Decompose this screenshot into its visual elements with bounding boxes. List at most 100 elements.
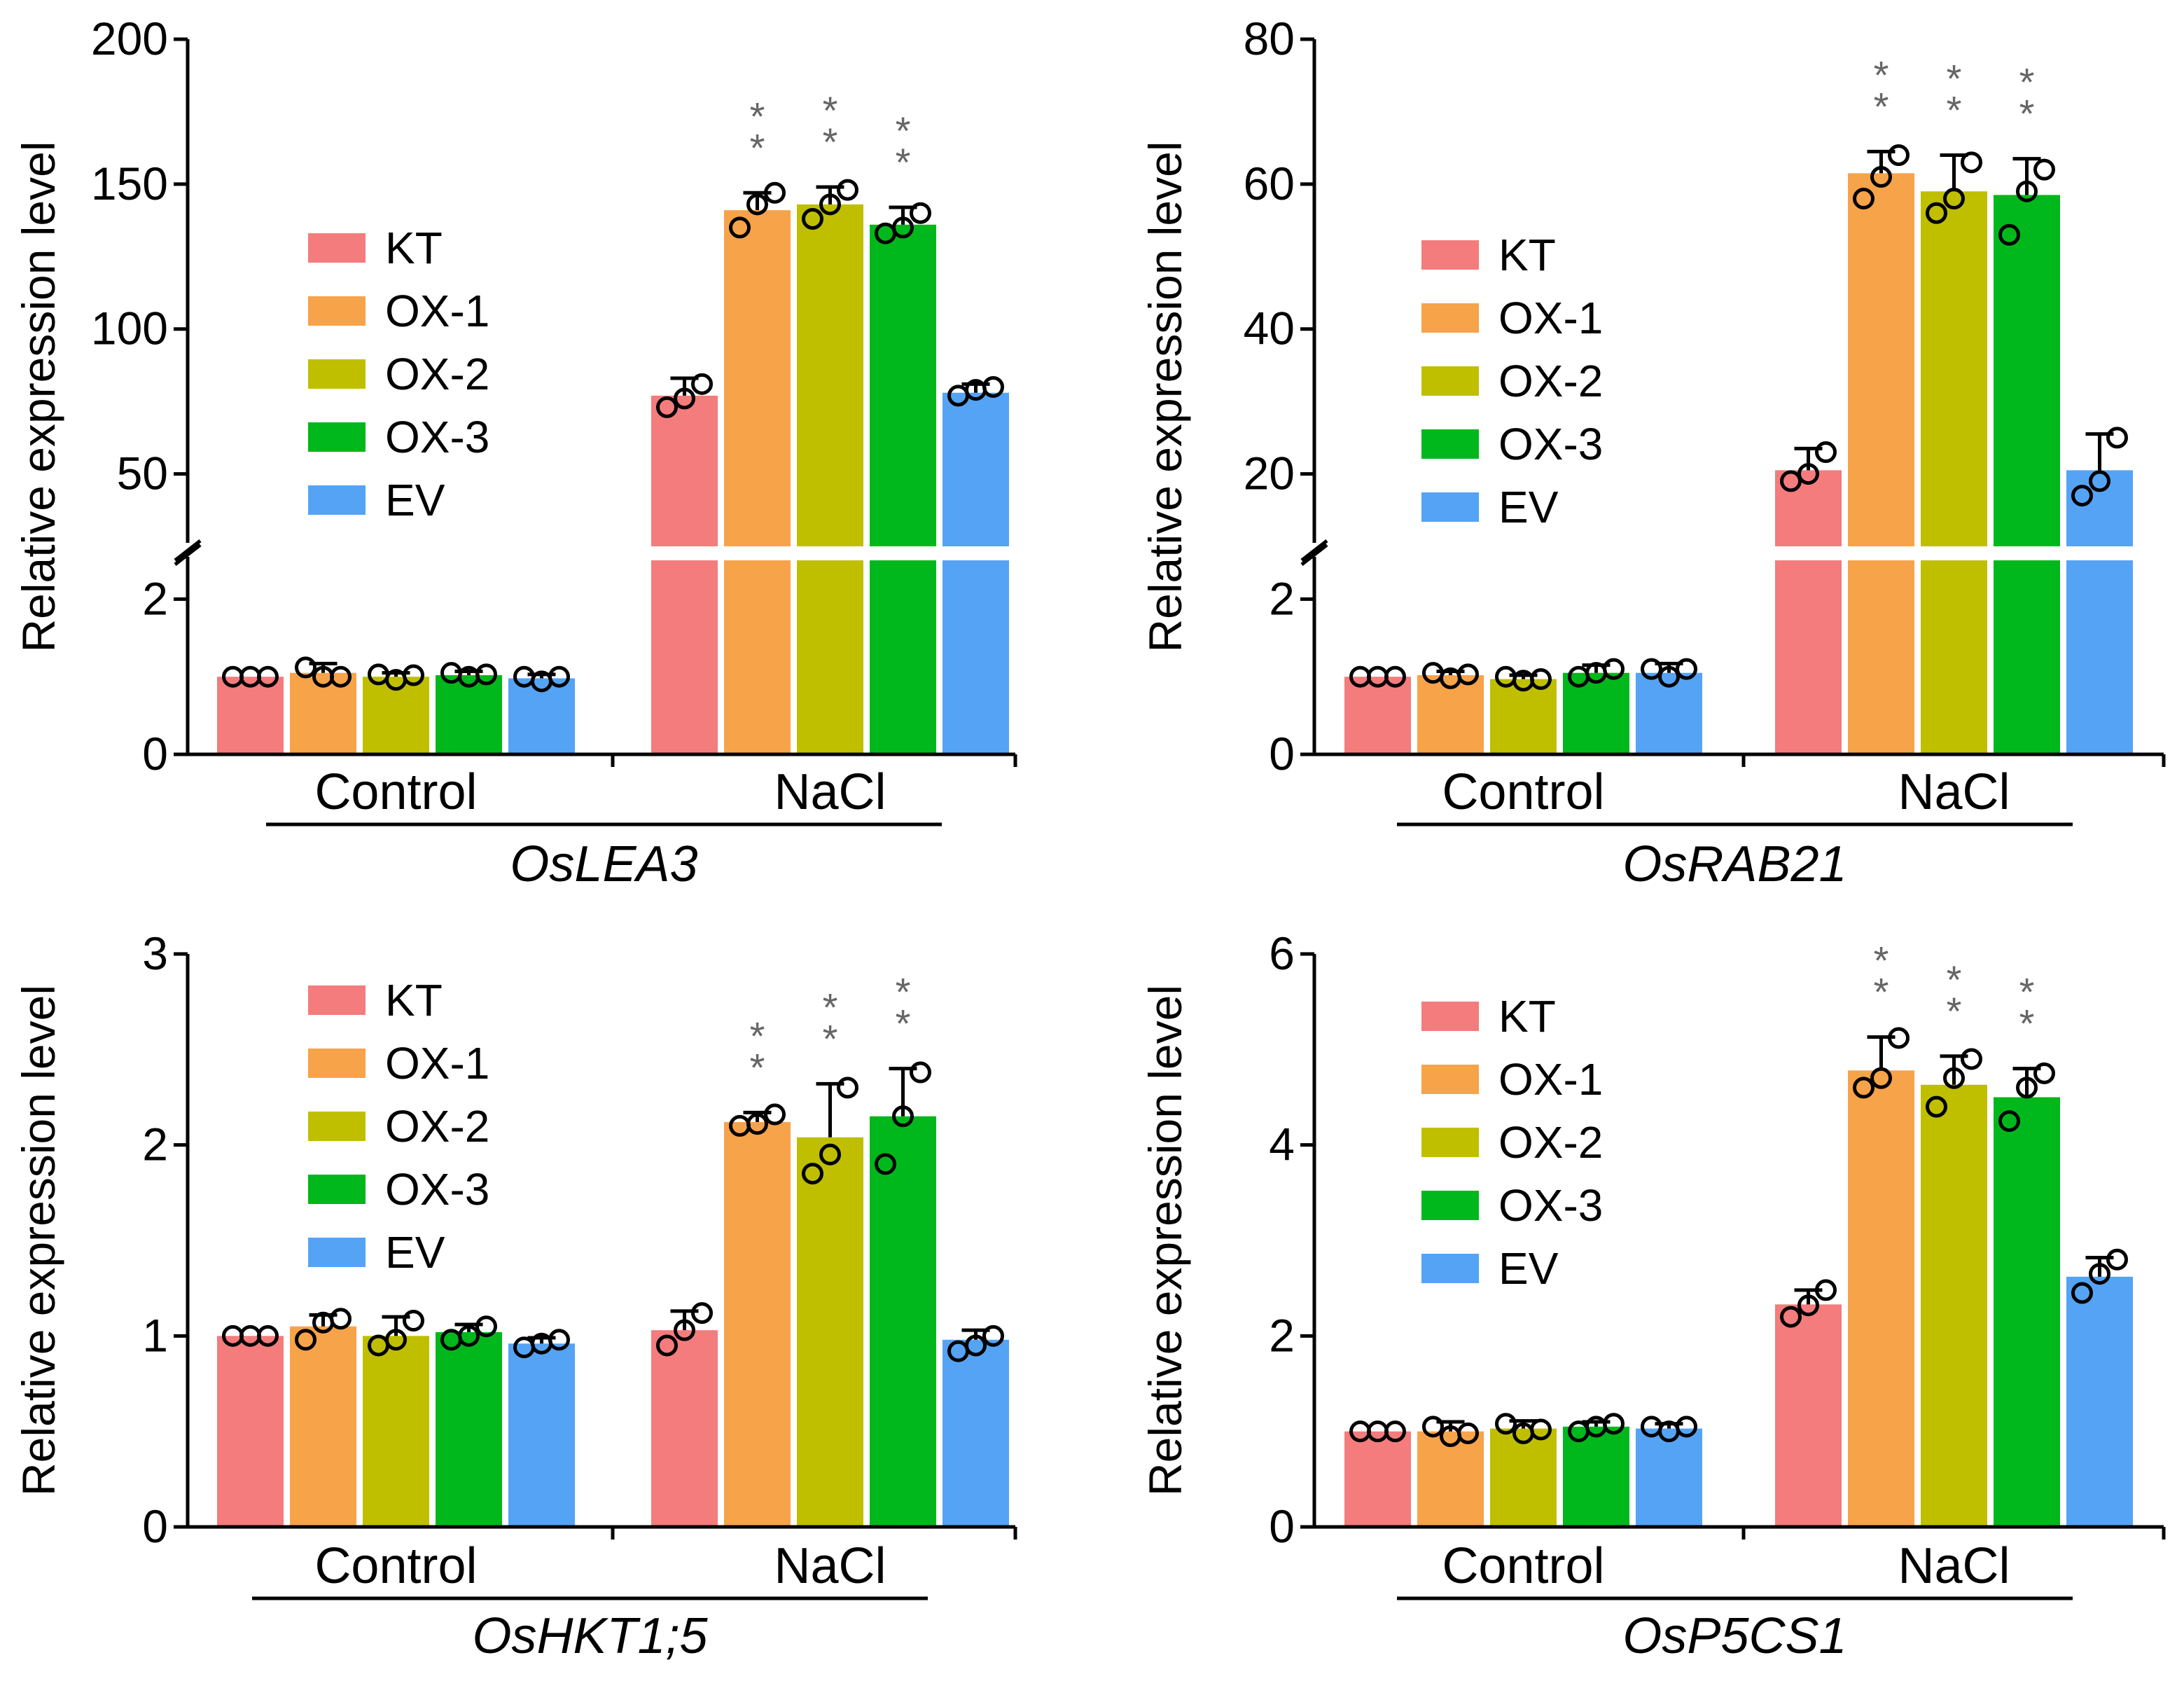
data-point (295, 1329, 317, 1351)
significance-mark: * (823, 120, 838, 164)
data-point (746, 1113, 768, 1135)
y-tick-label: 4 (1269, 1119, 1295, 1170)
bar-ox-2-nacl (1921, 1084, 1987, 1527)
y-tick-label: 2 (142, 572, 168, 624)
bar-ev-control (508, 1343, 575, 1527)
data-point (548, 665, 570, 688)
data-point (475, 663, 497, 686)
y-tick-label: 2 (142, 1119, 168, 1170)
data-point (674, 387, 695, 410)
legend-label-ox-3: OX-3 (1498, 1180, 1603, 1231)
y-tick-label: 80 (1244, 13, 1295, 64)
data-point (1815, 1279, 1837, 1301)
legend: KT OX-1 OX-2 OX-3 EV (308, 223, 489, 525)
legend-swatch-ox-2 (1421, 366, 1479, 396)
y-tick-label: 0 (1269, 728, 1295, 780)
legend-label-ev: EV (1498, 1243, 1559, 1294)
bar-kt-control (1344, 677, 1411, 754)
gene-title: OsRAB21 (1622, 836, 1846, 892)
data-point (1676, 658, 1697, 680)
y-tick-label: 20 (1244, 448, 1295, 499)
bar-ox-3-nacl (870, 1116, 936, 1527)
gene-title: OsP5CS1 (1622, 1608, 1846, 1664)
y-tick-label: 1 (142, 1309, 168, 1361)
bar-ev-nacl (2066, 470, 2133, 754)
data-point (548, 1329, 570, 1351)
legend-swatch-kt (1421, 1002, 1479, 1031)
axis-break-mark (1300, 544, 1328, 566)
bar-ox-1-nacl (724, 210, 791, 754)
legend-label-ev: EV (1498, 482, 1559, 532)
bar-ox-3-nacl (1994, 195, 2060, 754)
bar-ev-control (1636, 1428, 1702, 1527)
data-point (403, 664, 424, 686)
y-tick-label: 150 (91, 158, 168, 209)
data-point (1797, 1294, 1819, 1317)
axis-break-gap (189, 546, 1017, 560)
legend-swatch-ev (308, 485, 366, 515)
data-point (1943, 188, 1965, 210)
legend-label-kt: KT (385, 223, 443, 273)
y-tick-label: 100 (91, 303, 168, 354)
data-point (1384, 665, 1406, 688)
significance-mark: * (896, 109, 911, 153)
bar-kt-control (217, 1336, 284, 1527)
legend-label-ox-2: OX-2 (385, 349, 489, 399)
data-point (1998, 223, 2020, 246)
legend-label-ox-1: OX-1 (385, 286, 489, 336)
data-point (1853, 1077, 1875, 1099)
data-point (385, 1329, 407, 1351)
data-point (2016, 1077, 2038, 1099)
bar-ox-1-control (290, 1326, 356, 1527)
legend-swatch-ev (1421, 492, 1479, 522)
x-category-label-nacl: NaCl (1898, 1538, 2010, 1594)
legend-swatch-ox-3 (1421, 1191, 1479, 1220)
significance-mark: * (750, 94, 765, 138)
data-point (1780, 1306, 1802, 1328)
legend-swatch-ox-1 (1421, 1065, 1479, 1094)
data-point (910, 202, 931, 224)
y-tick-label: 2 (1269, 572, 1295, 624)
data-point (1780, 470, 1802, 492)
data-point (1888, 1027, 1910, 1049)
data-point (1676, 1416, 1697, 1438)
data-point (674, 1319, 695, 1341)
data-point (1998, 1110, 2020, 1133)
bar-ox-3-nacl (870, 224, 936, 755)
bar-ox-2-control (363, 1336, 429, 1527)
data-point (746, 193, 768, 216)
x-category-label-control: Control (1442, 1538, 1604, 1594)
data-point (257, 665, 279, 688)
legend-swatch-ox-2 (308, 359, 366, 389)
significance-mark: * (1947, 56, 1962, 100)
data-point (2033, 158, 2055, 181)
bar-kt-nacl (651, 1330, 718, 1527)
data-point (403, 1310, 424, 1332)
y-axis-title: Relative expression level (13, 985, 64, 1496)
data-point (1870, 166, 1892, 188)
data-point (1658, 665, 1680, 688)
data-point (982, 375, 1004, 398)
legend-label-kt: KT (385, 975, 443, 1025)
significance-mark: * (2019, 60, 2035, 104)
legend-label-ox-3: OX-3 (1498, 419, 1603, 469)
legend: KT OX-1 OX-2 OX-3 EV (1421, 991, 1603, 1294)
significance-mark: * (823, 1016, 838, 1060)
x-category-label-nacl: NaCl (774, 764, 886, 820)
significance-mark: * (750, 125, 765, 170)
data-point (656, 1334, 678, 1357)
data-point (819, 1143, 841, 1165)
data-point (982, 1324, 1004, 1347)
bar-ox-3-control (1563, 1426, 1629, 1527)
axis-break-mark (174, 539, 202, 562)
bar-ox-2-nacl (1921, 191, 1987, 754)
axis-break-mark (174, 544, 202, 566)
data-point (691, 373, 713, 395)
x-category-label-nacl: NaCl (774, 1538, 886, 1594)
y-tick-label: 40 (1244, 303, 1295, 354)
bar-ox-2-nacl (797, 1137, 863, 1527)
data-point (475, 1315, 497, 1338)
